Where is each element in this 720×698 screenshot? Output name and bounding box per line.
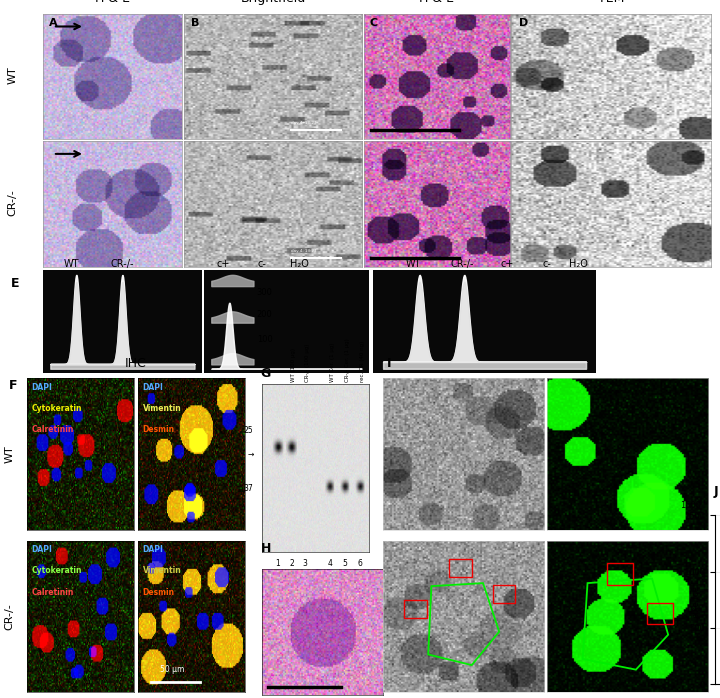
Text: day 4, 13:27: day 4, 13:27	[291, 249, 316, 253]
Text: H & E: H & E	[95, 0, 130, 5]
Text: CR-/-: CR-/-	[451, 259, 474, 269]
Text: A: A	[49, 17, 58, 28]
Text: DAPI: DAPI	[143, 545, 163, 554]
Text: E: E	[11, 277, 19, 290]
Text: CR-/-: CR-/-	[4, 604, 14, 630]
Text: G: G	[261, 367, 271, 380]
Text: Desmin: Desmin	[143, 425, 175, 434]
Text: CR-/- Cer. (1 µg): CR-/- Cer. (1 µg)	[345, 339, 350, 383]
Text: rec. CR (40 ng): rec. CR (40 ng)	[360, 341, 365, 383]
Text: Vimentin: Vimentin	[143, 566, 181, 575]
Text: Brightfield: Brightfield	[240, 0, 305, 5]
Text: WT: WT	[405, 259, 421, 269]
Text: 25: 25	[244, 426, 253, 436]
Text: Cytokeratin: Cytokeratin	[32, 566, 82, 575]
Text: WT: WT	[7, 67, 17, 84]
Text: 50 μm: 50 μm	[160, 665, 184, 674]
Text: WT: WT	[64, 259, 79, 269]
Text: 3: 3	[302, 558, 307, 567]
Text: J: J	[714, 485, 718, 498]
Y-axis label: pixel/cell: pixel/cell	[692, 581, 701, 618]
Text: Cytokeratin: Cytokeratin	[32, 404, 82, 413]
Text: DAPI: DAPI	[32, 545, 53, 554]
Text: H₂O: H₂O	[290, 259, 310, 269]
Text: IHC: IHC	[125, 357, 147, 370]
Text: 37: 37	[244, 484, 253, 493]
Text: c-: c-	[257, 259, 266, 269]
Text: c+: c+	[217, 259, 230, 269]
Text: 4: 4	[327, 558, 332, 567]
Text: 300: 300	[257, 288, 273, 297]
Text: H: H	[261, 542, 271, 556]
Text: 100: 100	[257, 335, 272, 344]
Text: 200: 200	[257, 310, 272, 319]
Text: H₂O: H₂O	[569, 259, 588, 269]
Text: B: B	[191, 17, 199, 28]
Text: F: F	[9, 379, 18, 392]
Text: 1500: 1500	[680, 501, 701, 510]
Text: D: D	[519, 17, 528, 28]
Text: Calretinin: Calretinin	[32, 588, 74, 597]
Text: C: C	[369, 17, 377, 28]
Text: H & E: H & E	[419, 0, 454, 5]
Text: Calretinin: Calretinin	[32, 425, 74, 434]
Text: TEM: TEM	[598, 0, 624, 5]
Text: CR-/-: CR-/-	[111, 259, 134, 269]
Text: Desmin: Desmin	[143, 588, 175, 597]
Text: DAPI: DAPI	[143, 383, 163, 392]
Text: Vimentin: Vimentin	[143, 404, 181, 413]
Text: 1: 1	[276, 558, 280, 567]
Text: CR-/-: CR-/-	[7, 190, 17, 216]
Text: →: →	[247, 450, 253, 459]
Text: 5: 5	[342, 558, 347, 567]
Text: c+: c+	[500, 259, 513, 269]
Text: day 4, 13:27: day 4, 13:27	[291, 121, 316, 126]
Text: I: I	[387, 357, 391, 370]
Text: CR-/- (100 µg): CR-/- (100 µg)	[305, 344, 310, 383]
Text: 2: 2	[289, 558, 294, 567]
Text: c-: c-	[543, 259, 552, 269]
Text: WT: WT	[4, 446, 14, 463]
Text: WT (100 µg): WT (100 µg)	[292, 348, 297, 383]
Text: DAPI: DAPI	[32, 383, 53, 392]
Text: WT Cer. (1 µg): WT Cer. (1 µg)	[330, 343, 335, 383]
Text: 6: 6	[357, 558, 362, 567]
